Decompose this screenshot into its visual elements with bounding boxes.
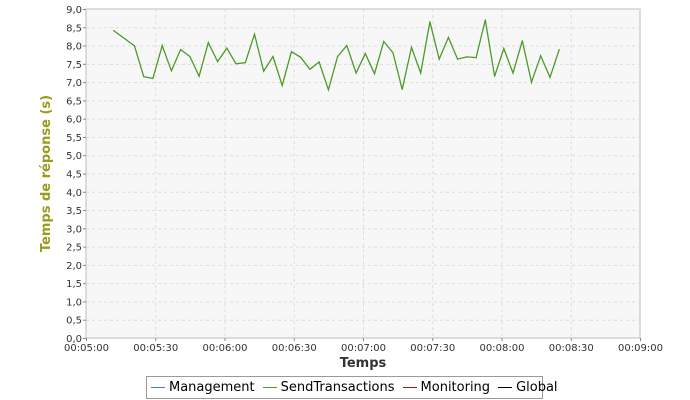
data-point-sendtransactions: [410, 46, 413, 49]
data-point-sendtransactions: [447, 36, 449, 39]
data-point-sendtransactions: [309, 68, 311, 70]
data-point-sendtransactions: [392, 52, 394, 54]
data-point-sendtransactions: [484, 19, 486, 21]
data-point-sendtransactions: [373, 73, 376, 75]
y-tick-label: 0,5: [66, 316, 82, 327]
data-point-sendtransactions: [558, 49, 560, 51]
x-tick-label: 00:05:00: [64, 343, 109, 354]
data-point-sendtransactions: [521, 40, 523, 42]
data-point-sendtransactions: [113, 30, 115, 32]
data-point-sendtransactions: [549, 76, 551, 78]
data-point-sendtransactions: [253, 33, 256, 35]
data-point-sendtransactions: [429, 21, 431, 23]
x-tick-label: 00:06:00: [203, 343, 248, 354]
y-tick-label: 7,5: [66, 60, 82, 71]
y-tick-label: 3,0: [66, 224, 82, 235]
data-point-sendtransactions: [263, 70, 265, 72]
y-tick-label: 7,0: [66, 78, 82, 89]
y-tick-label: 8,0: [66, 42, 82, 53]
x-tick-label: 00:07:30: [410, 343, 455, 354]
data-point-sendtransactions: [281, 84, 283, 86]
y-tick-label: 4,0: [66, 188, 82, 199]
grid-lines: [86, 9, 641, 339]
data-point-sendtransactions: [189, 55, 191, 58]
data-point-sendtransactions: [217, 61, 219, 63]
y-axis-title: Temps de réponse (s): [39, 95, 54, 252]
data-point-sendtransactions: [540, 55, 542, 57]
legend-item-sendtransactions: SendTransactions: [262, 380, 395, 395]
data-point-sendtransactions: [226, 47, 228, 49]
data-point-sendtransactions: [272, 55, 274, 58]
data-point-sendtransactions: [457, 58, 459, 60]
y-tick-label: 5,0: [66, 151, 82, 162]
legend-label-sendtransactions: SendTransactions: [280, 380, 395, 395]
legend-item-global: Global: [498, 380, 558, 395]
series-line-sendtransactions: [113, 19, 560, 93]
data-point-sendtransactions: [318, 61, 320, 63]
data-point-sendtransactions: [143, 76, 145, 78]
data-point-sendtransactions: [180, 49, 182, 51]
data-point-sendtransactions: [235, 63, 237, 65]
legend-label-monitoring: Monitoring: [420, 380, 491, 395]
y-tick-label: 5,5: [66, 133, 82, 144]
data-point-sendtransactions: [401, 88, 403, 90]
data-point-sendtransactions: [244, 62, 246, 64]
legend-swatch-monitoring: [402, 387, 417, 388]
data-point-sendtransactions: [152, 77, 154, 80]
y-tick-label: 2,5: [66, 243, 82, 254]
x-tick-label: 00:09:00: [618, 343, 663, 354]
y-tick-label: 1,5: [66, 279, 82, 290]
x-tick-label: 00:06:30: [272, 343, 317, 354]
data-point-sendtransactions: [466, 56, 468, 58]
legend-swatch-sendtransactions: [262, 387, 277, 388]
data-point-sendtransactions: [161, 45, 163, 47]
data-point-sendtransactions: [355, 72, 357, 74]
data-point-sendtransactions: [346, 45, 348, 47]
y-tick-label: 6,5: [66, 96, 82, 107]
data-point-sendtransactions: [475, 57, 477, 59]
legend-item-management: Management: [151, 380, 255, 395]
data-point-sendtransactions: [337, 55, 339, 58]
legend-swatch-global: [498, 387, 513, 388]
x-axis-title: Temps: [340, 356, 387, 371]
data-point-sendtransactions: [494, 75, 496, 77]
series-lines: [113, 19, 560, 93]
x-tick-label: 00:08:00: [480, 343, 525, 354]
y-tick-label: 6,0: [66, 115, 82, 126]
x-tick-label: 00:08:30: [549, 343, 594, 354]
legend: Management SendTransactions Monitoring G…: [146, 376, 558, 399]
legend-swatch-management: [151, 387, 165, 388]
y-tick-label: 2,0: [66, 261, 82, 272]
data-point-sendtransactions: [198, 75, 200, 77]
y-tick-label: 9,0: [66, 5, 82, 16]
axes: 0,0 0,5 1,0 1,5 2,0 2,5 3,0 3,5 4,0 4,5 5,0 5,5 6,0 6…: [64, 5, 663, 354]
legend-label-global: Global: [516, 380, 558, 395]
data-point-sendtransactions: [133, 45, 136, 47]
data-point-sendtransactions: [530, 81, 533, 83]
y-tick-label: 4,5: [66, 170, 82, 181]
x-tick-label: 00:05:30: [133, 343, 178, 354]
x-tick-label: 00:07:00: [341, 343, 386, 354]
data-point-sendtransactions: [503, 47, 505, 50]
data-point-sendtransactions: [207, 42, 209, 44]
y-tick-label: 0,0: [66, 334, 82, 345]
data-point-sendtransactions: [300, 56, 302, 58]
data-point-sendtransactions: [512, 72, 514, 74]
legend-item-monitoring: Monitoring: [402, 380, 491, 395]
data-point-sendtransactions: [438, 58, 440, 60]
data-point-sendtransactions: [327, 89, 329, 91]
data-point-sendtransactions: [420, 72, 422, 74]
data-point-sendtransactions: [364, 53, 366, 55]
y-tick-label: 3,5: [66, 206, 82, 217]
data-point-sendtransactions: [383, 40, 385, 43]
legend-label-management: Management: [169, 380, 255, 395]
y-tick-label: 8,5: [66, 23, 82, 34]
y-tick-label: 1,0: [66, 297, 82, 308]
data-point-sendtransactions: [290, 51, 292, 53]
data-point-sendtransactions: [170, 70, 172, 72]
